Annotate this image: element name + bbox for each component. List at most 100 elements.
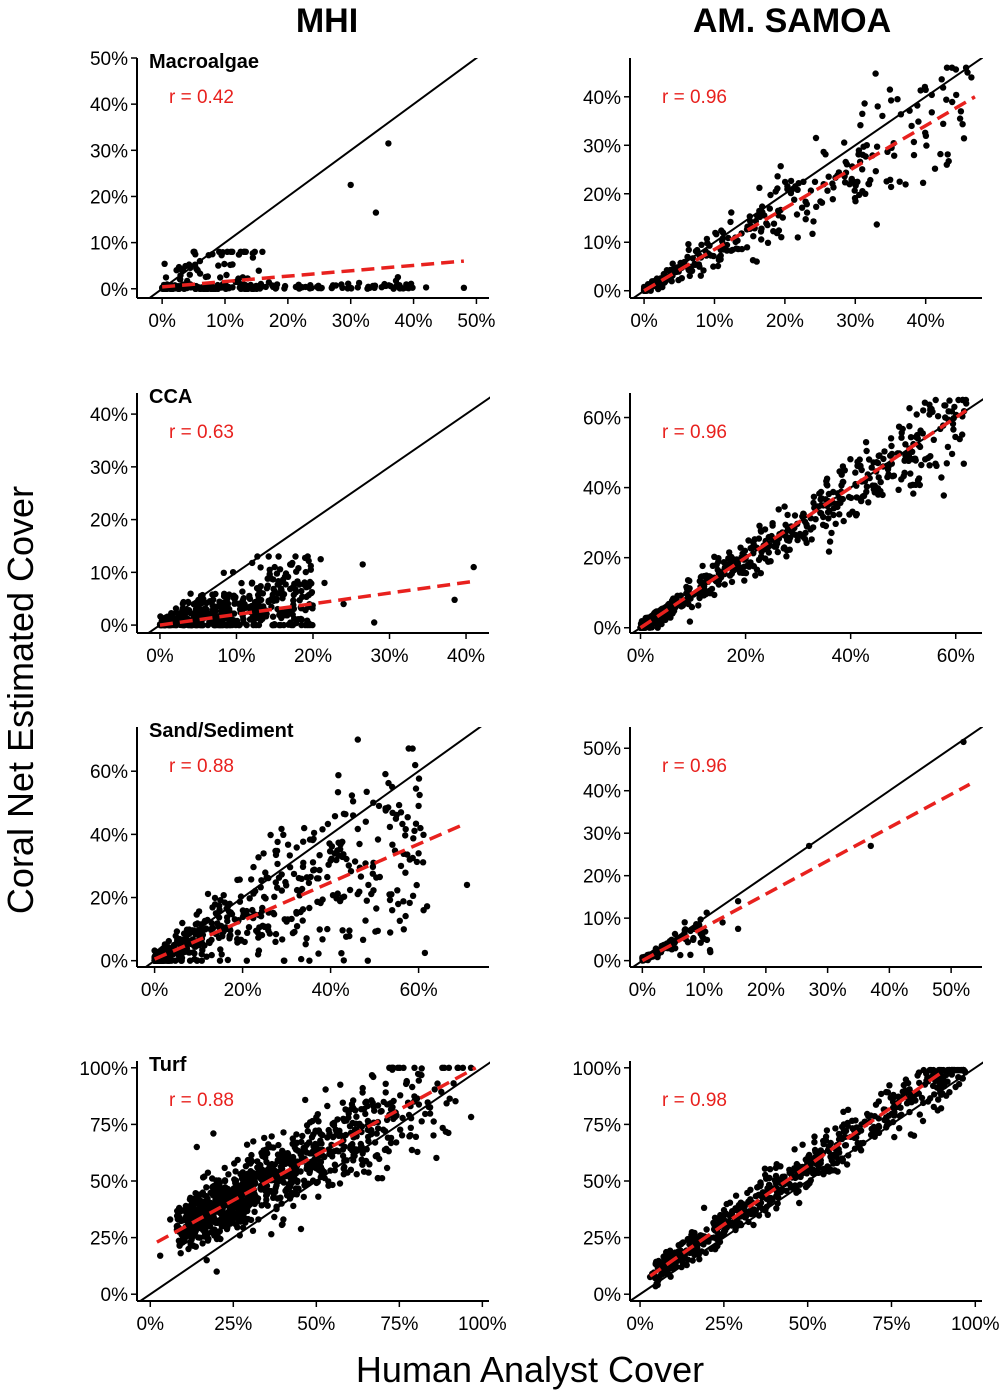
data-point bbox=[887, 97, 895, 104]
plot-area bbox=[149, 58, 479, 297]
data-point bbox=[805, 842, 813, 850]
data-point bbox=[763, 220, 770, 227]
data-point bbox=[339, 1099, 346, 1106]
data-point bbox=[292, 589, 300, 596]
data-point bbox=[772, 1172, 780, 1180]
data-point bbox=[727, 218, 734, 226]
data-point bbox=[812, 134, 820, 142]
data-point bbox=[211, 1182, 218, 1190]
data-point bbox=[230, 594, 237, 601]
data-point bbox=[342, 811, 349, 818]
panel-mhi-sand: 0% 20% 40% 60% 0% 20% 40% 60% Sand/Sediment r = 0… bbox=[90, 720, 489, 1001]
data-point bbox=[374, 1125, 382, 1132]
data-point bbox=[397, 809, 405, 816]
data-point bbox=[872, 1101, 880, 1108]
data-point bbox=[272, 283, 279, 290]
data-point bbox=[354, 736, 361, 743]
data-point bbox=[235, 1182, 242, 1190]
data-point bbox=[176, 1242, 183, 1249]
data-point bbox=[371, 1139, 379, 1146]
data-point bbox=[888, 450, 896, 458]
x-tick-label: 20% bbox=[294, 646, 332, 667]
data-point bbox=[299, 863, 307, 870]
data-point bbox=[900, 472, 907, 480]
data-point bbox=[209, 285, 216, 292]
y-tick-label: 30% bbox=[90, 458, 128, 479]
data-point bbox=[719, 229, 727, 236]
data-point bbox=[413, 858, 421, 866]
y-tick-label: 100% bbox=[572, 1059, 621, 1080]
data-point bbox=[302, 1096, 309, 1104]
data-point bbox=[825, 515, 832, 522]
data-point bbox=[280, 621, 287, 629]
data-point bbox=[317, 556, 324, 563]
x-tick-label: 40% bbox=[870, 980, 908, 1001]
data-point bbox=[231, 1176, 238, 1183]
data-point bbox=[923, 142, 930, 149]
data-point bbox=[446, 1095, 453, 1102]
data-point bbox=[944, 151, 951, 158]
x-tick-label: 50% bbox=[932, 980, 970, 1001]
data-point bbox=[887, 435, 895, 442]
data-point bbox=[215, 262, 222, 269]
data-point bbox=[255, 934, 262, 941]
data-point bbox=[162, 274, 170, 281]
data-point bbox=[389, 841, 396, 848]
data-point bbox=[450, 1080, 457, 1087]
data-point bbox=[660, 270, 667, 278]
data-point bbox=[184, 1208, 192, 1215]
data-point bbox=[350, 1152, 358, 1159]
data-point bbox=[720, 1206, 728, 1214]
data-point bbox=[251, 1178, 258, 1185]
data-point bbox=[277, 1194, 284, 1201]
data-point bbox=[198, 1205, 205, 1212]
data-point bbox=[715, 555, 722, 562]
plot-area bbox=[631, 1061, 983, 1300]
data-point bbox=[741, 1214, 748, 1221]
data-point bbox=[334, 789, 342, 796]
data-point bbox=[397, 1092, 404, 1099]
data-point bbox=[211, 901, 219, 908]
data-point bbox=[841, 179, 849, 186]
plot-area bbox=[145, 727, 482, 966]
data-point bbox=[196, 270, 204, 277]
data-point bbox=[358, 1106, 365, 1113]
data-point bbox=[234, 1156, 241, 1164]
data-point bbox=[416, 791, 423, 799]
data-point bbox=[221, 1190, 228, 1198]
data-point bbox=[955, 1074, 962, 1081]
data-point bbox=[272, 1169, 279, 1177]
data-point bbox=[243, 957, 250, 964]
data-point bbox=[816, 490, 823, 497]
data-point bbox=[963, 400, 970, 407]
data-point bbox=[743, 244, 751, 251]
data-point bbox=[223, 905, 230, 912]
data-point bbox=[775, 1194, 782, 1201]
data-point bbox=[930, 436, 937, 443]
data-point bbox=[778, 234, 785, 241]
data-point bbox=[348, 285, 355, 292]
data-point bbox=[791, 531, 799, 538]
data-point bbox=[409, 892, 417, 899]
data-point bbox=[861, 100, 868, 107]
data-point bbox=[271, 893, 278, 900]
data-point bbox=[262, 1187, 269, 1195]
data-point bbox=[310, 1143, 317, 1150]
data-point bbox=[306, 904, 313, 912]
data-point bbox=[299, 1132, 306, 1140]
data-point bbox=[280, 957, 288, 964]
data-point bbox=[227, 1210, 235, 1217]
y-tick-label: 0% bbox=[101, 616, 129, 637]
data-point bbox=[293, 1131, 300, 1138]
x-tick-label: 40% bbox=[832, 646, 870, 667]
data-point bbox=[304, 1128, 311, 1135]
data-point bbox=[888, 1110, 895, 1118]
data-point bbox=[339, 1152, 347, 1160]
data-point bbox=[255, 595, 262, 602]
data-point bbox=[223, 271, 230, 279]
data-point bbox=[777, 163, 784, 170]
data-point bbox=[839, 463, 847, 470]
data-point bbox=[898, 429, 905, 436]
data-point bbox=[340, 957, 347, 964]
y-tick-label: 60% bbox=[583, 409, 621, 430]
